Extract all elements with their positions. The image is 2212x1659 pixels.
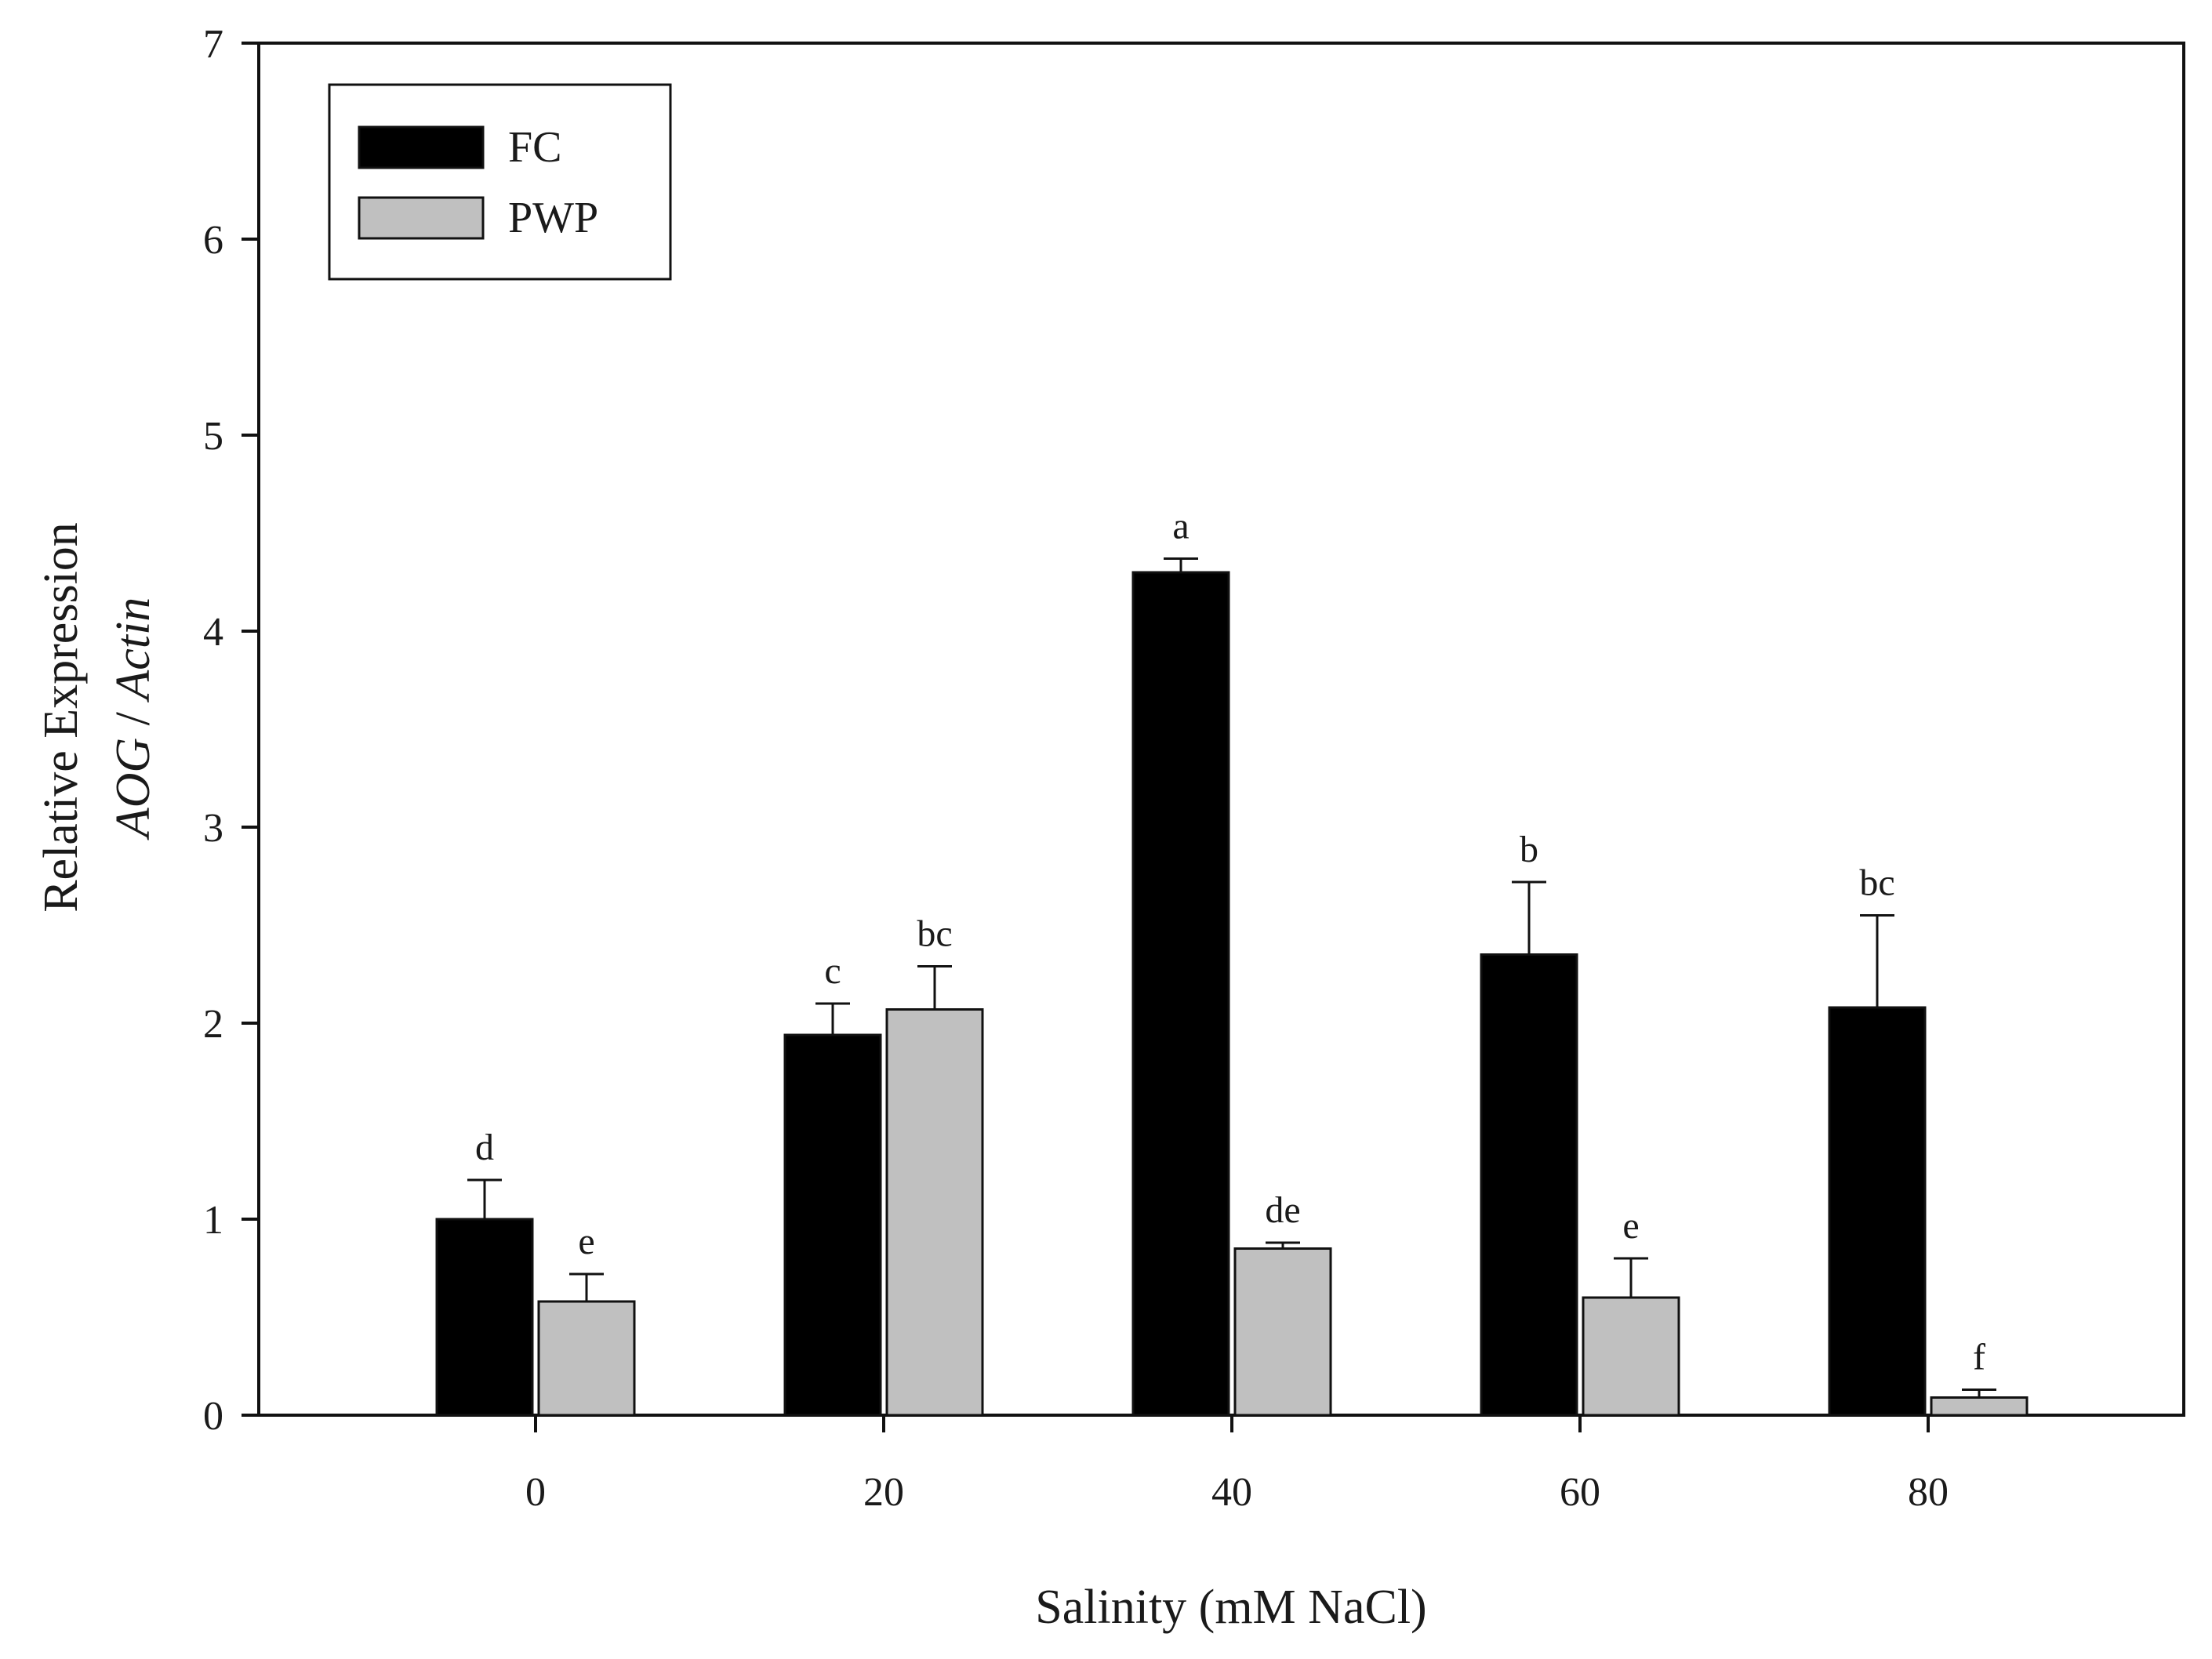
x-tick-label: 20 [863,1470,904,1515]
bar-fc-20 [783,1033,882,1417]
y-axis-title-line2: AOG / Actin [107,597,160,841]
significance-label-pwp-40: de [1265,1189,1300,1231]
x-tick-label: 40 [1211,1470,1252,1515]
y-tick-label: 0 [203,1394,223,1439]
bar-fc-40 [1131,571,1230,1417]
bar-pwp-80 [1930,1396,2029,1417]
x-tick-label: 60 [1560,1470,1600,1515]
bar-pwp-20 [885,1008,984,1417]
y-tick-label: 4 [203,610,223,655]
significance-label-fc-0: d [475,1127,494,1168]
y-tick-label: 2 [203,1002,223,1047]
y-axis: 0 1 2 3 4 5 6 7 [203,22,259,1439]
x-axis-title: Salinity (mM NaCl) [1035,1581,1426,1634]
legend-box [328,83,672,281]
bar-fc-0 [435,1218,534,1417]
y-axis-title-line1: Relative Expression [35,522,88,913]
y-tick-label: 3 [203,806,223,851]
significance-label-fc-80: bc [1859,862,1894,904]
x-axis: 0 20 40 60 80 [525,1415,1949,1515]
legend: FC PWP [328,83,672,281]
significance-label-pwp-60: e [1622,1205,1639,1247]
bar-pwp-0 [537,1300,636,1417]
legend-label-fc: FC [508,123,562,172]
legend-swatch-fc [358,125,485,169]
bar-pwp-40 [1233,1247,1332,1417]
y-tick-label: 1 [203,1198,223,1243]
significance-label-pwp-20: bc [917,913,952,955]
significance-label-fc-60: b [1520,829,1538,870]
significance-label-fc-40: a [1172,506,1189,547]
x-tick-label: 0 [525,1470,546,1515]
y-axis-title: Relative Expression AOG / Actin [35,522,160,913]
bar-fc-60 [1480,953,1578,1417]
bar-fc-80 [1828,1006,1927,1417]
y-tick-label: 6 [203,218,223,263]
y-tick-label: 5 [203,414,223,459]
y-tick-label: 7 [203,22,223,67]
x-tick-label: 80 [1908,1470,1949,1515]
legend-swatch-pwp [358,196,485,240]
significance-label-pwp-0: e [578,1221,594,1262]
significance-label-fc-20: c [824,950,841,992]
bar-pwp-60 [1582,1296,1680,1417]
significance-label-pwp-80: f [1973,1337,1985,1378]
legend-label-pwp: PWP [508,194,598,242]
